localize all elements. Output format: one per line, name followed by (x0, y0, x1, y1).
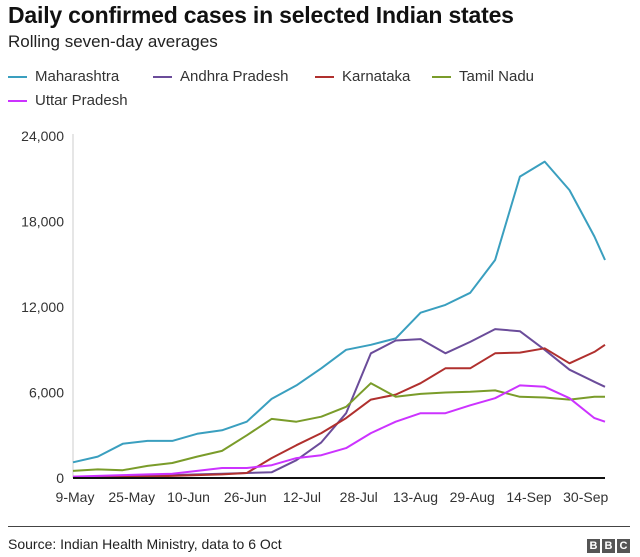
x-tick-label: 9-May (56, 489, 95, 505)
x-tick-label: 13-Aug (393, 489, 438, 505)
legend-swatch (8, 99, 27, 102)
legend-label: Andhra Pradesh (180, 68, 289, 85)
series-line-karnataka (72, 343, 606, 479)
legend-swatch (153, 75, 172, 78)
y-tick-labels: 0 6,000 12,000 18,000 24,000 (21, 128, 64, 486)
source-note: Source: Indian Health Ministry, data to … (8, 536, 282, 552)
chart-subtitle: Rolling seven-day averages (8, 32, 218, 51)
legend-label: Tamil Nadu (459, 68, 535, 85)
y-tick-label: 0 (56, 470, 64, 486)
series-line-uttar-pradesh (72, 384, 606, 478)
chart-title: Daily confirmed cases in selected Indian… (8, 2, 514, 28)
legend-swatch (8, 75, 27, 78)
legend-item-maharashtra: Maharashtra (8, 68, 119, 85)
legend-item-uttar-pradesh: Uttar Pradesh (8, 92, 128, 109)
y-tick-label: 12,000 (21, 299, 64, 315)
y-tick-label: 18,000 (21, 214, 64, 230)
series-lines (72, 160, 606, 479)
legend-label: Uttar Pradesh (35, 92, 128, 109)
legend-swatch (315, 75, 334, 78)
legend-item-karnataka: Karnataka (315, 68, 410, 85)
x-tick-label: 26-Jun (224, 489, 267, 505)
legend-item-tamil-nadu: Tamil Nadu (432, 68, 534, 85)
x-tick-label: 12-Jul (283, 489, 321, 505)
x-tick-label: 28-Jul (340, 489, 378, 505)
legend-label: Maharashtra (35, 68, 120, 85)
footer-divider (8, 526, 630, 527)
legend-swatch (432, 75, 451, 78)
x-tick-label: 29-Aug (450, 489, 495, 505)
legend-label: Karnataka (342, 68, 411, 85)
x-tick-label: 25-May (108, 489, 155, 505)
x-tick-label: 14-Sep (506, 489, 551, 505)
series-line-tamil-nadu (72, 382, 605, 472)
x-tick-label: 10-Jun (167, 489, 210, 505)
x-tick-labels: 9-May 25-May 10-Jun 26-Jun 12-Jul 28-Jul 13-Au… (56, 489, 609, 505)
series-line-maharashtra (72, 160, 606, 464)
x-tick-label: 30-Sep (563, 489, 608, 505)
legend-item-andhra-pradesh: Andhra Pradesh (153, 68, 288, 85)
y-tick-label: 6,000 (29, 385, 64, 401)
y-tick-label: 24,000 (21, 128, 64, 144)
